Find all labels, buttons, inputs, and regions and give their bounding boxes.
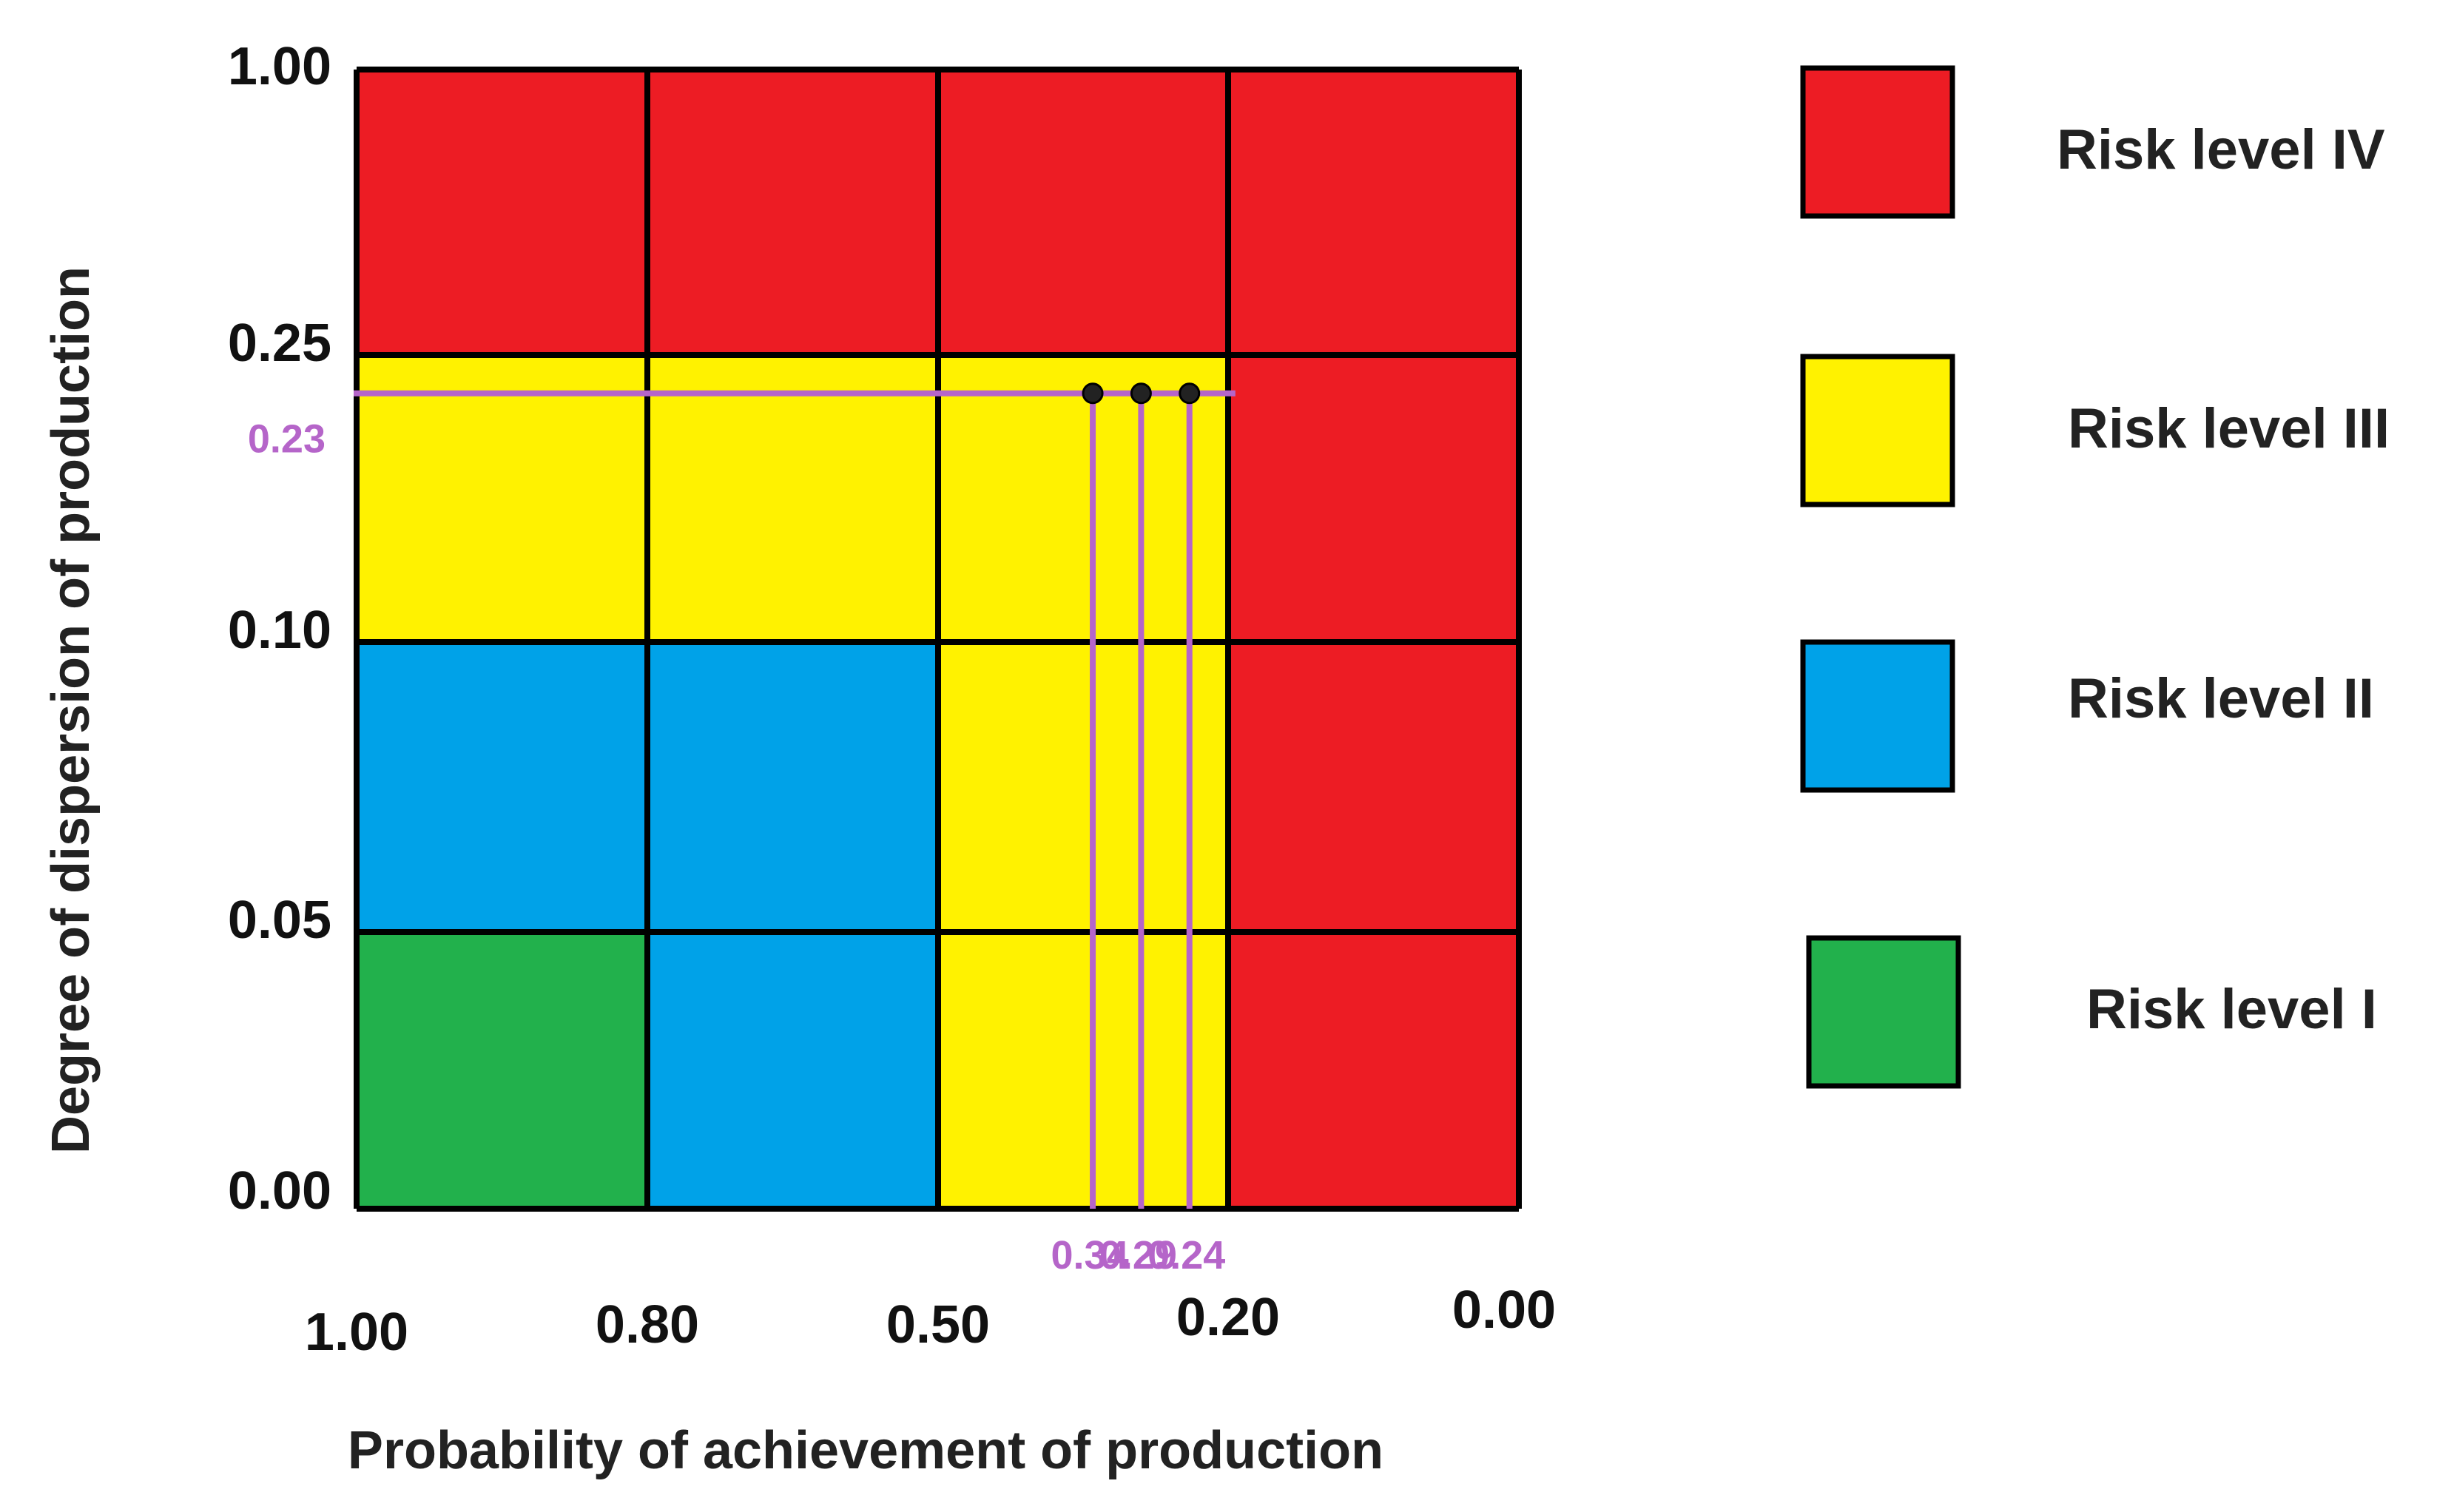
legend-label-level-iv: Risk level IV	[2057, 118, 2385, 181]
data-point	[1179, 382, 1201, 405]
legend-label-level-ii: Risk level II	[2068, 667, 2374, 730]
y-tick-label: 0.05	[228, 891, 331, 950]
risk-cell-level-iii	[938, 642, 1228, 932]
risk-cell-level-iv	[1228, 355, 1519, 642]
legend-swatch-level-ii	[1800, 639, 1955, 793]
point-x-label: 0.24	[1147, 1233, 1225, 1278]
data-point	[1130, 382, 1152, 405]
risk-cell-level-iv	[357, 70, 647, 355]
risk-cell-level-iii	[938, 355, 1228, 642]
risk-cell-level-iv	[938, 70, 1228, 355]
y-tick-label: 0.25	[228, 314, 331, 373]
risk-cell-level-iv	[1228, 642, 1519, 932]
legend-swatch-level-iii	[1800, 354, 1955, 507]
legend: Risk level IV Risk level III Risk level …	[1800, 65, 2390, 1089]
x-axis-title: Probability of achievement of production	[348, 1421, 1383, 1480]
risk-cell-level-i	[357, 932, 647, 1209]
risk-cell-level-iv	[1228, 70, 1519, 355]
x-tick-label: 0.80	[596, 1295, 699, 1354]
grid-lines	[354, 67, 1522, 1212]
reference-line-label: 0.23	[248, 417, 326, 462]
annotation-layer: 0.23 0.340.290.24	[248, 382, 1236, 1278]
point-x-label: 0.34	[1051, 1233, 1129, 1278]
risk-cell-level-iii	[357, 355, 647, 642]
risk-grid	[357, 70, 1519, 1209]
x-tick-label: 0.00	[1452, 1280, 1556, 1340]
y-tick-label: 0.10	[228, 601, 331, 660]
risk-cell-level-iv	[647, 70, 938, 355]
x-tick-label: 1.00	[305, 1303, 408, 1362]
x-axis-ticks: 1.00 0.80 0.50 0.20 0.00	[305, 1280, 1556, 1362]
legend-swatch-level-iv	[1800, 65, 1955, 219]
y-axis-title: Degree of dispersion of production	[41, 266, 101, 1154]
x-tick-label: 0.20	[1176, 1288, 1280, 1347]
legend-label-level-iii: Risk level III	[2068, 397, 2390, 460]
risk-cell-level-iv	[1228, 932, 1519, 1209]
point-x-label: 0.29	[1099, 1233, 1177, 1278]
y-tick-label: 1.00	[228, 37, 331, 96]
risk-cell-level-ii	[357, 642, 647, 932]
risk-cell-level-iii	[938, 932, 1228, 1209]
legend-swatch-level-i	[1806, 935, 1961, 1089]
data-point	[1082, 382, 1104, 405]
y-axis-ticks: 1.00 0.25 0.10 0.05 0.00	[228, 37, 331, 1221]
x-tick-label: 0.50	[886, 1295, 990, 1354]
legend-label-level-i: Risk level I	[2086, 978, 2377, 1041]
risk-cell-level-ii	[647, 642, 938, 932]
risk-cell-level-iii	[647, 355, 938, 642]
y-tick-label: 0.00	[228, 1161, 331, 1221]
risk-cell-level-ii	[647, 932, 938, 1209]
